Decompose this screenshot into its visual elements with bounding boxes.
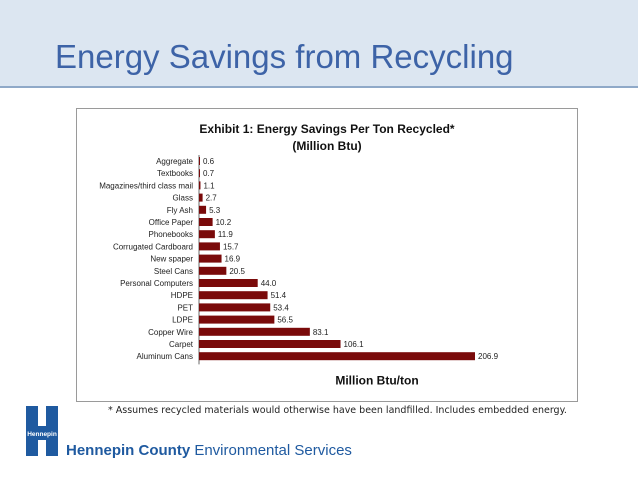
category-label: Textbooks [157, 169, 193, 178]
category-label: Magazines/third class mail [99, 181, 193, 190]
category-label: Personal Computers [120, 279, 193, 288]
category-label: LDPE [172, 316, 193, 325]
bar [199, 242, 220, 251]
value-label: 0.7 [203, 169, 215, 178]
value-label: 16.9 [225, 255, 241, 264]
org-name: Hennepin County [66, 442, 191, 459]
category-label: PET [177, 303, 193, 312]
value-label: 51.4 [271, 291, 287, 300]
category-label: Office Paper [149, 218, 194, 227]
bar [199, 327, 310, 336]
category-label: Aggregate [156, 157, 193, 166]
category-label: Copper Wire [148, 328, 193, 337]
chart-title: Exhibit 1: Energy Savings Per Ton Recycl… [199, 122, 455, 136]
slide-header: Energy Savings from Recycling [0, 0, 638, 88]
value-label: 83.1 [313, 328, 329, 337]
value-label: 53.4 [273, 303, 289, 312]
bar [199, 279, 258, 287]
value-label: 206.9 [478, 352, 499, 361]
bar [199, 254, 222, 263]
category-label: Corrugated Cardboard [113, 242, 193, 251]
value-label: 106.1 [344, 340, 365, 349]
value-label: 1.1 [203, 181, 215, 190]
value-label: 44.0 [261, 279, 277, 288]
bar [199, 218, 213, 226]
bar [199, 291, 268, 300]
bar [199, 230, 215, 239]
bar [199, 181, 201, 190]
value-label: 2.7 [206, 194, 218, 203]
value-label: 56.5 [277, 316, 293, 325]
value-label: 10.2 [216, 218, 232, 227]
bar [199, 157, 200, 165]
org-department: Environmental Services [190, 442, 352, 459]
value-label: 15.7 [223, 242, 239, 251]
x-axis-label: Million Btu/ton [335, 373, 418, 387]
bar [199, 169, 200, 178]
value-label: 0.6 [203, 157, 215, 166]
bar [199, 352, 475, 361]
bar [199, 266, 227, 275]
logo-text: Hennepin [27, 431, 57, 438]
category-label: Fly Ash [167, 206, 193, 215]
bar-chart: Aggregate 0.6 Textbooks 0.7 Magazines/third … [99, 155, 499, 387]
bar [199, 193, 203, 202]
category-label: Phonebooks [149, 230, 193, 239]
slide-title: Energy Savings from Recycling [55, 38, 514, 75]
bar [199, 205, 207, 214]
category-label: New spaper [150, 255, 193, 264]
bar [199, 315, 275, 324]
category-label: Aluminum Cans [137, 352, 193, 361]
category-label: Steel Cans [154, 267, 193, 276]
category-label: HDPE [171, 291, 193, 300]
chart-subtitle: (Million Btu) [292, 139, 362, 153]
category-label: Glass [173, 194, 193, 203]
value-label: 5.3 [209, 206, 221, 215]
hennepin-logo: Hennepin [22, 404, 62, 460]
value-label: 20.5 [229, 267, 245, 276]
value-label: 11.9 [218, 230, 234, 239]
chart-footnote: * Assumes recycled materials would other… [108, 405, 567, 416]
bar [199, 303, 271, 312]
org-line: Hennepin County Environmental Services [66, 442, 352, 459]
chart-panel: Exhibit 1: Energy Savings Per Ton Recycl… [76, 108, 578, 402]
bar [199, 340, 341, 348]
category-label: Carpet [169, 340, 194, 349]
